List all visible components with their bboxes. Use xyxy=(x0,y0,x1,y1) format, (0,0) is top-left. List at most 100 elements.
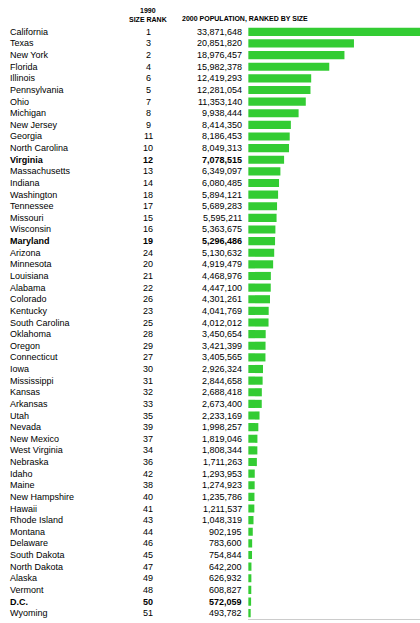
svg-text:Minnesota: Minnesota xyxy=(10,259,52,269)
svg-text:4,301,261: 4,301,261 xyxy=(202,294,242,304)
svg-text:1,819,046: 1,819,046 xyxy=(202,434,242,444)
svg-text:27: 27 xyxy=(143,352,153,362)
svg-text:1,235,786: 1,235,786 xyxy=(202,492,242,502)
svg-text:Arizona: Arizona xyxy=(10,248,41,258)
svg-text:24: 24 xyxy=(143,248,153,258)
svg-text:2,688,418: 2,688,418 xyxy=(202,387,242,397)
svg-text:29: 29 xyxy=(143,341,153,351)
svg-text:44: 44 xyxy=(143,527,153,537)
svg-text:7: 7 xyxy=(146,97,151,107)
svg-text:36: 36 xyxy=(143,457,153,467)
svg-text:4,041,769: 4,041,769 xyxy=(202,306,242,316)
svg-text:11,353,140: 11,353,140 xyxy=(198,97,242,107)
svg-text:902,195: 902,195 xyxy=(209,527,242,537)
svg-text:20,851,820: 20,851,820 xyxy=(197,38,242,48)
svg-text:3,421,399: 3,421,399 xyxy=(202,341,242,351)
svg-text:4: 4 xyxy=(146,62,151,72)
svg-text:26: 26 xyxy=(143,294,153,304)
svg-text:8: 8 xyxy=(146,108,151,118)
svg-text:32: 32 xyxy=(143,387,153,397)
svg-text:Kansas: Kansas xyxy=(10,387,41,397)
svg-text:1,808,344: 1,808,344 xyxy=(202,445,242,455)
svg-text:10: 10 xyxy=(143,143,153,153)
svg-text:47: 47 xyxy=(143,562,153,572)
svg-text:Alaska: Alaska xyxy=(10,573,37,583)
svg-text:754,844: 754,844 xyxy=(209,550,242,560)
svg-text:1,293,953: 1,293,953 xyxy=(202,469,242,479)
svg-text:9,938,444: 9,938,444 xyxy=(202,108,242,118)
svg-text:New York: New York xyxy=(10,50,49,60)
svg-text:Michigan: Michigan xyxy=(10,108,46,118)
svg-text:22: 22 xyxy=(143,283,153,293)
svg-text:Montana: Montana xyxy=(10,527,45,537)
svg-text:13: 13 xyxy=(143,166,153,176)
svg-text:15: 15 xyxy=(143,213,153,223)
svg-text:626,932: 626,932 xyxy=(209,573,242,583)
svg-text:2,673,400: 2,673,400 xyxy=(202,399,242,409)
svg-text:45: 45 xyxy=(143,550,153,560)
svg-text:Nebraska: Nebraska xyxy=(10,457,49,467)
svg-text:19: 19 xyxy=(143,236,153,246)
svg-text:Idaho: Idaho xyxy=(10,469,33,479)
svg-text:48: 48 xyxy=(143,585,153,595)
svg-text:Colorado: Colorado xyxy=(10,294,47,304)
svg-text:5,296,486: 5,296,486 xyxy=(202,236,242,246)
svg-text:39: 39 xyxy=(143,422,153,432)
svg-text:1,711,263: 1,711,263 xyxy=(203,457,242,467)
svg-text:31: 31 xyxy=(143,376,153,386)
svg-text:Texas: Texas xyxy=(10,38,34,48)
svg-text:16: 16 xyxy=(143,224,153,234)
svg-text:Arkansas: Arkansas xyxy=(10,399,48,409)
svg-text:1: 1 xyxy=(146,27,151,37)
svg-text:North Carolina: North Carolina xyxy=(10,143,68,153)
svg-text:Virginia: Virginia xyxy=(10,155,44,165)
svg-text:Wisconsin: Wisconsin xyxy=(10,224,51,234)
svg-text:5,130,632: 5,130,632 xyxy=(202,248,242,258)
svg-text:2,233,169: 2,233,169 xyxy=(202,411,242,421)
svg-text:Missouri: Missouri xyxy=(10,213,44,223)
svg-text:Maryland: Maryland xyxy=(10,236,50,246)
svg-text:12: 12 xyxy=(143,155,153,165)
svg-text:2,926,324: 2,926,324 xyxy=(202,364,242,374)
svg-text:North Dakota: North Dakota xyxy=(10,562,63,572)
svg-text:5,894,121: 5,894,121 xyxy=(202,190,242,200)
svg-text:Massachusetts: Massachusetts xyxy=(10,166,71,176)
svg-text:25: 25 xyxy=(143,318,153,328)
svg-text:Louisiana: Louisiana xyxy=(10,271,49,281)
svg-text:33,871,648: 33,871,648 xyxy=(197,27,242,37)
svg-text:4,447,100: 4,447,100 xyxy=(202,283,242,293)
svg-text:20: 20 xyxy=(143,259,153,269)
svg-text:5: 5 xyxy=(146,85,151,95)
svg-text:40: 40 xyxy=(143,492,153,502)
svg-text:Georgia: Georgia xyxy=(10,131,42,141)
svg-text:11: 11 xyxy=(144,131,153,141)
svg-text:Illinois: Illinois xyxy=(10,73,36,83)
svg-text:Vermont: Vermont xyxy=(10,585,44,595)
svg-text:608,827: 608,827 xyxy=(209,585,242,595)
svg-text:5,689,283: 5,689,283 xyxy=(202,201,242,211)
svg-text:37: 37 xyxy=(143,434,153,444)
svg-text:4,012,012: 4,012,012 xyxy=(202,318,242,328)
svg-text:18,976,457: 18,976,457 xyxy=(197,50,242,60)
svg-text:43: 43 xyxy=(143,515,153,525)
svg-text:3,450,654: 3,450,654 xyxy=(202,329,242,339)
svg-text:New Mexico: New Mexico xyxy=(10,434,59,444)
svg-text:Pennsylvania: Pennsylvania xyxy=(10,85,64,95)
svg-text:3,405,565: 3,405,565 xyxy=(202,352,242,362)
svg-text:Ohio: Ohio xyxy=(10,97,29,107)
svg-text:6,349,097: 6,349,097 xyxy=(202,166,242,176)
svg-text:4,919,479: 4,919,479 xyxy=(202,259,242,269)
svg-text:Hawaii: Hawaii xyxy=(10,504,37,514)
svg-text:Washington: Washington xyxy=(10,190,57,200)
svg-text:42: 42 xyxy=(143,469,153,479)
svg-text:5,595,211: 5,595,211 xyxy=(203,213,242,223)
svg-text:8,049,313: 8,049,313 xyxy=(202,143,242,153)
svg-text:Maine: Maine xyxy=(10,480,35,490)
svg-text:21: 21 xyxy=(143,271,153,281)
svg-text:Utah: Utah xyxy=(10,411,29,421)
svg-text:4,468,976: 4,468,976 xyxy=(202,271,242,281)
svg-text:12,419,293: 12,419,293 xyxy=(197,73,242,83)
svg-text:2: 2 xyxy=(146,50,151,60)
svg-text:New Jersey: New Jersey xyxy=(10,120,58,130)
svg-text:15,982,378: 15,982,378 xyxy=(197,62,242,72)
